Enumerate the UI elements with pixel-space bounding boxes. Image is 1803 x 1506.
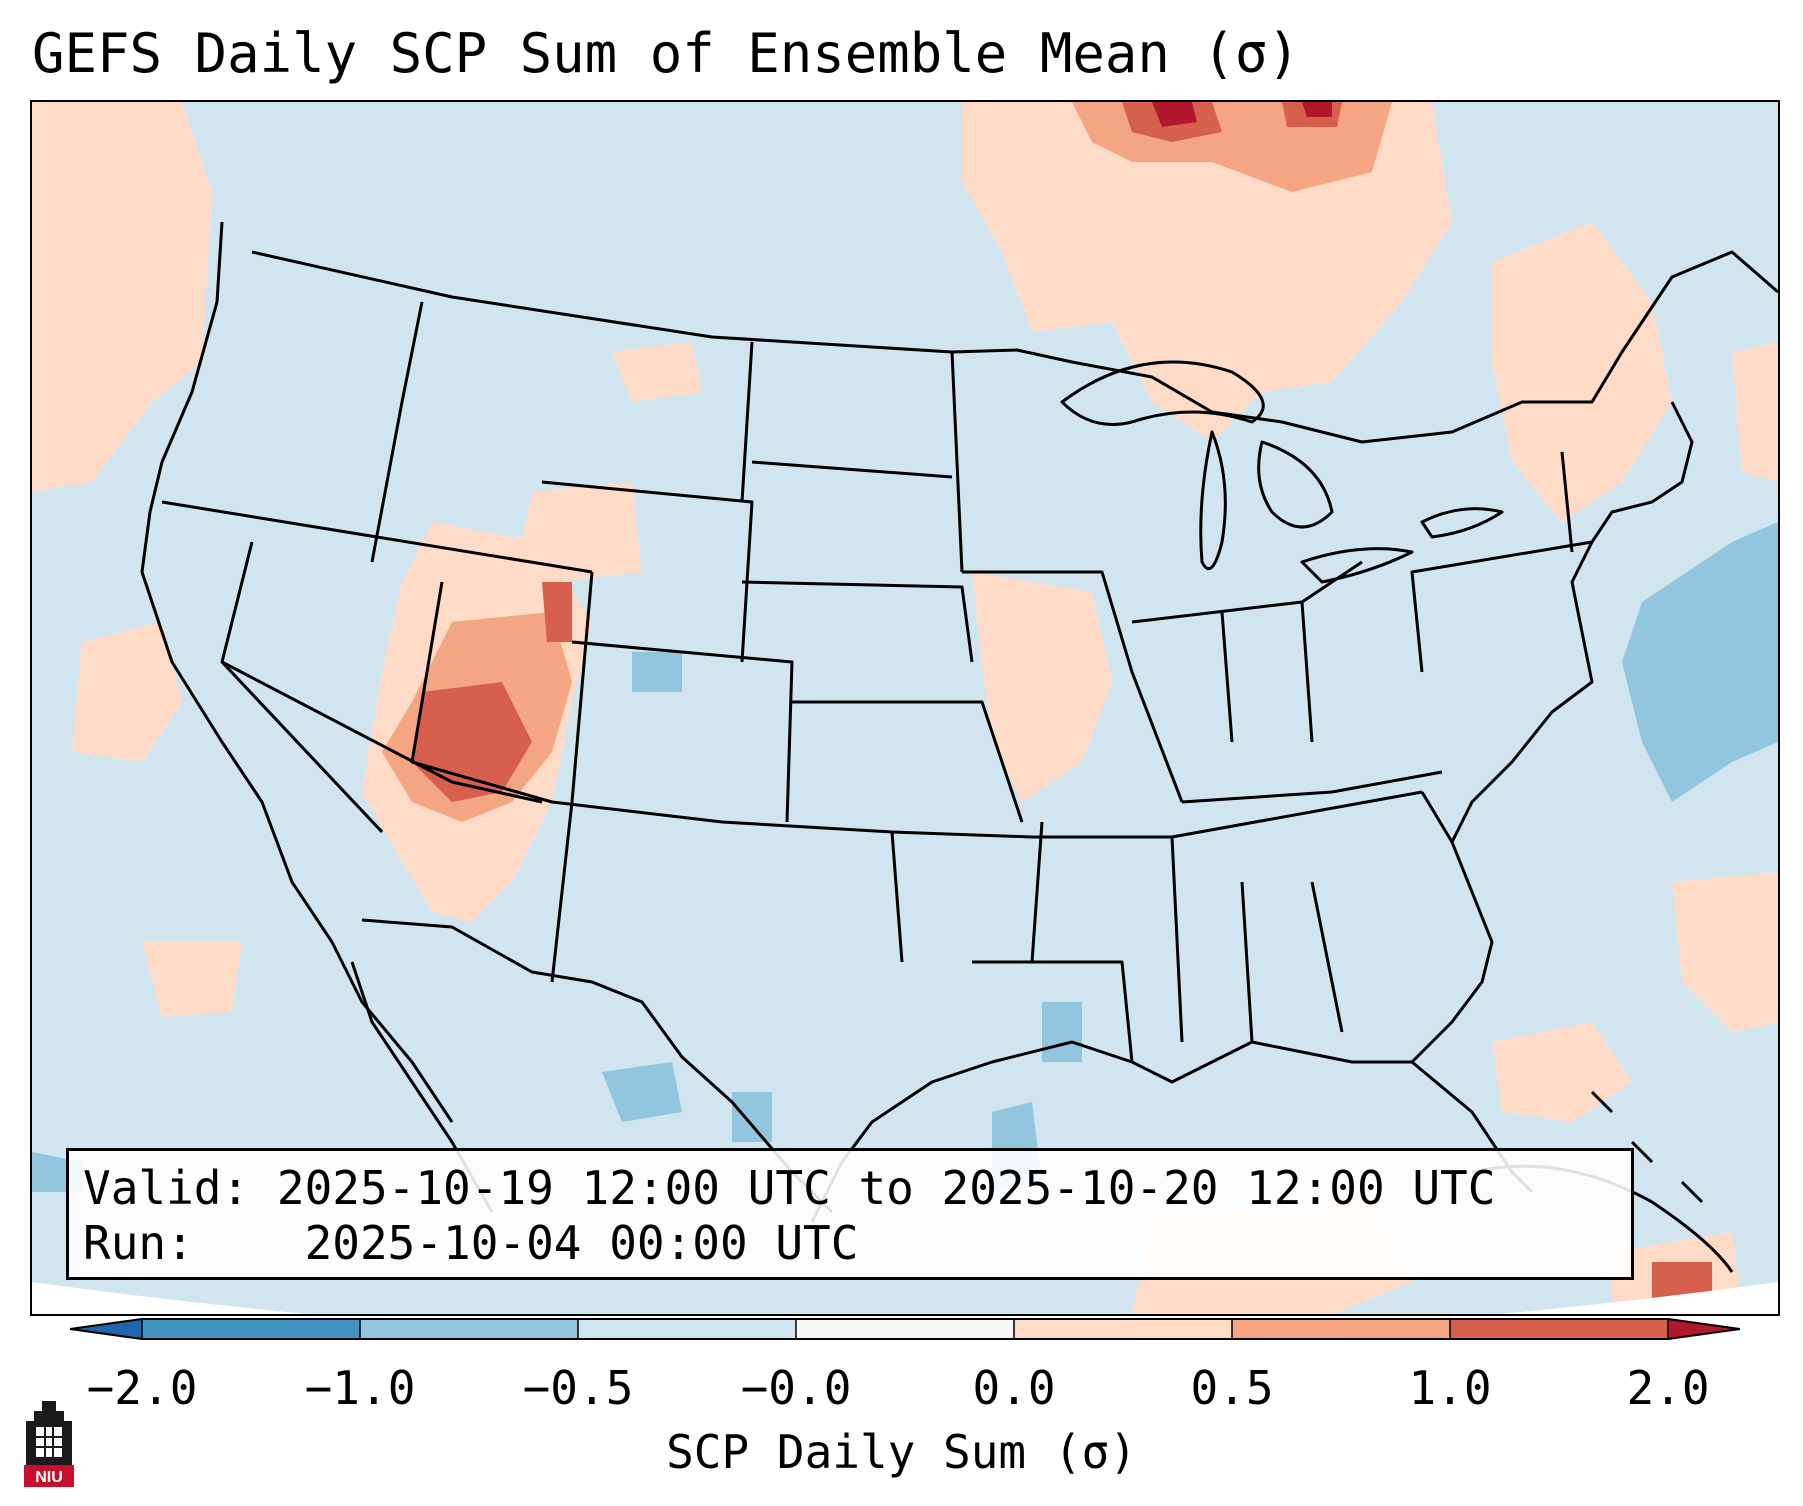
lake-superior	[1060, 360, 1265, 426]
run-time: 2025-10-04 00:00 UTC	[304, 1216, 859, 1270]
colorbar-bin	[360, 1318, 579, 1340]
state-line	[370, 301, 424, 563]
state-line	[972, 960, 1134, 1063]
anomaly-patch	[1672, 872, 1778, 1032]
anomaly-patch	[1622, 522, 1778, 802]
atlantic-coastline	[1450, 401, 1694, 843]
state-line	[740, 341, 754, 503]
colorbar	[70, 1318, 1740, 1340]
gulf-coastline	[810, 1040, 1534, 1223]
state-line	[1220, 611, 1234, 743]
colorbar-under-extend	[70, 1318, 142, 1340]
state-line	[792, 700, 1024, 823]
colorbar-bin	[1450, 1318, 1669, 1340]
colorbar-tick-label: −2.0	[86, 1361, 198, 1415]
state-line	[1240, 881, 1254, 1043]
niu-logo: NIU	[24, 1401, 74, 1487]
colorbar-tick-label: −0.5	[522, 1361, 634, 1415]
state-line	[751, 460, 953, 479]
colorbar-tick-label: −0.0	[740, 1361, 852, 1415]
map-domain-edge	[32, 1282, 1778, 1314]
anomaly-patch	[32, 102, 212, 492]
colorbar-tick-label: 0.5	[1190, 1361, 1274, 1415]
colorbar-label: SCP Daily Sum (σ)	[666, 1425, 1137, 1479]
anomaly-patch	[142, 942, 242, 1017]
map-panel	[30, 100, 1780, 1316]
political-boundaries	[140, 221, 1778, 1273]
anomaly-patch	[72, 622, 182, 762]
colorbar-segments	[70, 1318, 1740, 1340]
colorbar-bin	[142, 1318, 361, 1340]
anomaly-patch	[632, 652, 682, 692]
map-title: GEFS Daily SCP Sum of Ensemble Mean (σ)	[32, 22, 1300, 85]
anomaly-patch	[1652, 1262, 1712, 1302]
logo-text: NIU	[35, 1469, 63, 1486]
state-line	[541, 480, 754, 663]
anomaly-patch	[1152, 102, 1197, 127]
colorbar-bin	[1232, 1318, 1451, 1340]
anomaly-patch	[962, 102, 1452, 442]
state-line	[1300, 601, 1314, 743]
valid-label: Valid:	[83, 1161, 250, 1215]
colorbar-tick-label: 0.0	[972, 1361, 1056, 1415]
anomaly-patch	[732, 1092, 772, 1142]
lake-erie	[1300, 547, 1414, 584]
colorbar-tick-label: 1.0	[1408, 1361, 1492, 1415]
colorbar-over-extend	[1668, 1318, 1740, 1340]
colorbar-bin	[796, 1318, 1015, 1340]
map-canvas	[32, 102, 1778, 1314]
map-background	[32, 102, 1778, 1314]
state-line	[962, 570, 1184, 803]
state-line	[950, 351, 964, 573]
state-line	[1030, 821, 1044, 963]
colorbar-bin	[1014, 1318, 1233, 1340]
valid-time-range: 2025-10-19 12:00 UTC to 2025-10-20 12:00…	[276, 1161, 1496, 1215]
anomaly-patch	[612, 342, 702, 402]
state-line	[410, 581, 1033, 839]
anomaly-patch	[602, 1062, 682, 1122]
run-label: Run:	[83, 1216, 194, 1270]
colorbar-tick-label: 2.0	[1626, 1361, 1710, 1415]
lake-michigan	[1199, 430, 1227, 571]
valid-run-info-box: Valid: 2025-10-19 12:00 UTC to 2025-10-2…	[66, 1148, 1634, 1280]
lake-ontario	[1420, 507, 1504, 539]
florida-coastline	[1410, 841, 1494, 1064]
anomaly-patch	[1042, 1002, 1082, 1062]
colorbar-tick-labels: −2.0 −1.0 −0.5 −0.0 0.0 0.5 1.0 2.0	[0, 1360, 1803, 1420]
state-line	[1420, 791, 1454, 843]
logo-banner	[24, 1465, 74, 1487]
anomaly-patch	[1492, 222, 1672, 522]
anomaly-patch	[1732, 342, 1778, 482]
lake-huron	[1257, 440, 1334, 529]
anomaly-patch	[1302, 102, 1332, 117]
state-line	[1560, 451, 1574, 553]
logo-window-icon	[36, 1427, 62, 1457]
anomaly-patch	[542, 582, 572, 642]
pacific-coastline	[140, 221, 454, 1123]
state-line	[890, 831, 904, 963]
colorbar-tick-label: −1.0	[304, 1361, 416, 1415]
state-line	[550, 571, 594, 983]
us-canada-border	[251, 250, 1778, 444]
anomaly-patch	[972, 572, 1112, 802]
island-coastline	[1590, 1090, 1704, 1204]
state-line	[571, 640, 794, 823]
state-line	[1410, 540, 1593, 673]
state-line	[741, 580, 974, 663]
colorbar-bin	[578, 1318, 797, 1340]
state-line	[1170, 836, 1184, 1043]
state-line	[1310, 881, 1344, 1033]
anomaly-patch	[522, 482, 642, 582]
logo-grid-icon	[36, 1427, 62, 1457]
state-line	[1181, 770, 1443, 804]
state-line	[221, 660, 543, 804]
